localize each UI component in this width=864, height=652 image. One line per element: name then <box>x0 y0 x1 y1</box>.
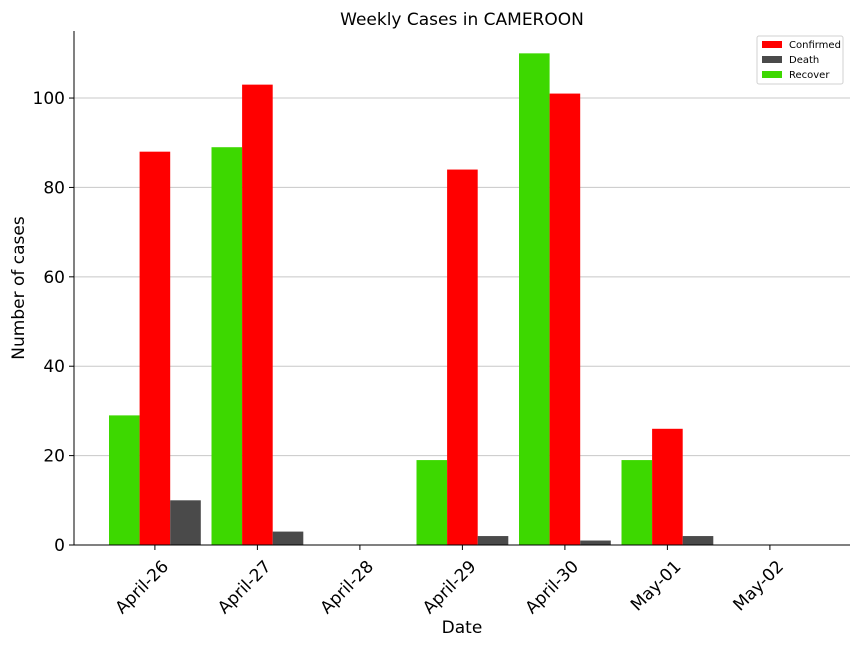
bar-confirmed <box>447 169 478 545</box>
bar-confirmed <box>549 93 581 545</box>
x-tick-label: April-29 <box>419 557 480 618</box>
bar-recover <box>621 460 653 545</box>
y-tick-label: 100 <box>33 89 65 109</box>
legend-label-death: Death <box>789 55 819 66</box>
legend-label-recover: Recover <box>789 70 830 81</box>
bar-death <box>580 540 611 545</box>
bar-confirmed <box>139 151 171 545</box>
x-tick-label: April-26 <box>112 557 173 618</box>
x-tick-label: April-27 <box>214 557 275 618</box>
x-axis-label: Date <box>442 618 483 638</box>
bar-death <box>682 536 714 545</box>
bar-death <box>272 531 304 545</box>
bar-death <box>477 536 509 545</box>
bars-group <box>109 53 714 546</box>
legend-swatch-recover <box>762 71 782 78</box>
legend: Confirmed Death Recover <box>756 35 844 85</box>
x-tick-label: May-02 <box>729 557 787 615</box>
x-tick-label: April-30 <box>522 557 583 618</box>
legend-label-confirmed: Confirmed <box>789 40 841 51</box>
bar-confirmed <box>652 428 683 545</box>
x-tick-label: May-01 <box>627 557 685 615</box>
legend-swatch-confirmed <box>762 41 782 48</box>
y-tick-label: 80 <box>43 178 65 198</box>
bar-recover <box>211 147 243 546</box>
y-axis-label: Number of cases <box>9 216 29 360</box>
legend-swatch-death <box>762 56 782 63</box>
chart-title: Weekly Cases in CAMEROON <box>340 10 584 30</box>
x-tick-label: April-28 <box>317 557 378 618</box>
bar-recover <box>416 460 448 545</box>
y-tick-label: 0 <box>54 536 65 556</box>
y-tick-label: 60 <box>43 268 65 288</box>
y-tick-label: 40 <box>43 357 65 377</box>
bar-recover <box>109 415 140 545</box>
y-tick-label: 20 <box>43 447 65 467</box>
bar-confirmed <box>242 84 273 546</box>
bar-death <box>170 500 201 545</box>
bar-recover <box>519 53 550 545</box>
